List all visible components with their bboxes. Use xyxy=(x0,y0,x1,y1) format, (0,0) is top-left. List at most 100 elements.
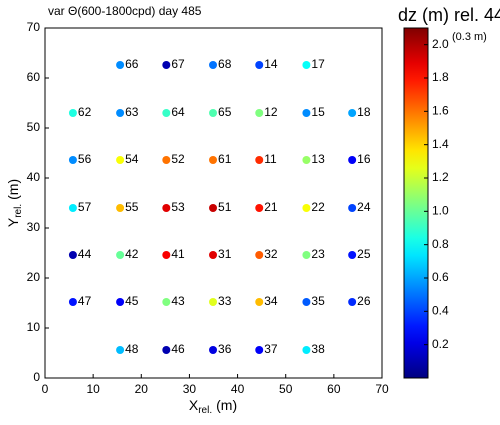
colorbar-tick-label: 2.0 xyxy=(432,37,449,51)
point-label: 56 xyxy=(78,152,92,166)
colorbar-tick-label: 1.4 xyxy=(432,137,449,151)
x-tick-label: 70 xyxy=(375,382,389,396)
point-label: 65 xyxy=(218,105,232,119)
point xyxy=(302,346,311,354)
point-label: 38 xyxy=(311,342,325,356)
point xyxy=(162,61,171,69)
point-label: 61 xyxy=(218,152,232,166)
point xyxy=(348,156,357,164)
point-label: 54 xyxy=(125,152,139,166)
point xyxy=(348,251,357,259)
point-label: 37 xyxy=(264,342,278,356)
point-label: 32 xyxy=(264,247,278,261)
y-tick-label: 60 xyxy=(27,70,41,84)
y-axis-label: Yrel.(m) xyxy=(5,179,24,227)
point xyxy=(209,346,218,354)
point-label: 33 xyxy=(218,294,232,308)
y-tick-label: 50 xyxy=(27,120,41,134)
point-label: 23 xyxy=(311,247,325,261)
point xyxy=(116,109,125,117)
point-label: 11 xyxy=(264,152,277,166)
point xyxy=(348,298,357,306)
point-label: 64 xyxy=(171,105,185,119)
point-label: 41 xyxy=(171,247,185,261)
point xyxy=(255,61,264,69)
y-tick-label: 70 xyxy=(27,20,41,34)
point xyxy=(255,204,264,212)
point-label: 13 xyxy=(311,152,325,166)
y-tick-label: 20 xyxy=(27,270,41,284)
point-label: 55 xyxy=(125,200,139,214)
point xyxy=(302,298,311,306)
point-label: 67 xyxy=(171,57,185,71)
x-tick-label: 0 xyxy=(42,382,49,396)
point xyxy=(302,204,311,212)
point-label: 46 xyxy=(171,342,185,356)
point-label: 68 xyxy=(218,57,232,71)
point xyxy=(209,204,218,212)
point-label: 44 xyxy=(78,247,92,261)
x-tick-label: 60 xyxy=(327,382,341,396)
point xyxy=(302,109,311,117)
point-label: 22 xyxy=(311,200,325,214)
point-label: 26 xyxy=(357,294,371,308)
point-label: 35 xyxy=(311,294,325,308)
point-label: 57 xyxy=(78,200,92,214)
point xyxy=(68,204,77,212)
point xyxy=(302,156,311,164)
x-tick-label: 40 xyxy=(231,382,245,396)
point-label: 52 xyxy=(171,152,185,166)
point xyxy=(116,298,125,306)
colorbar-tick-label: 0.6 xyxy=(432,270,449,284)
point xyxy=(162,346,171,354)
point xyxy=(162,204,171,212)
point xyxy=(116,346,125,354)
point-label: 34 xyxy=(264,294,278,308)
point xyxy=(116,204,125,212)
colorbar-note: (0.3 m) xyxy=(452,31,487,43)
point-label: 42 xyxy=(125,247,139,261)
y-tick-label: 0 xyxy=(33,370,40,384)
point xyxy=(209,109,218,117)
point-label: 17 xyxy=(311,57,325,71)
point xyxy=(68,298,77,306)
colorbar-tick-label: 0.8 xyxy=(432,237,449,251)
point xyxy=(116,61,125,69)
point xyxy=(116,251,125,259)
point xyxy=(68,109,77,117)
point-label: 66 xyxy=(125,57,139,71)
y-tick-label: 40 xyxy=(27,170,41,184)
point xyxy=(68,251,77,259)
point xyxy=(68,156,77,164)
colorbar-tick-label: 1.0 xyxy=(432,204,449,218)
colorbar-label: dz (m) rel. 44 xyxy=(398,5,500,25)
point-label: 18 xyxy=(357,105,371,119)
colorbar-tick-label: 0.4 xyxy=(432,304,449,318)
point xyxy=(348,109,357,117)
point xyxy=(116,156,125,164)
x-tick-label: 20 xyxy=(135,382,149,396)
point xyxy=(209,156,218,164)
point xyxy=(162,156,171,164)
point xyxy=(162,298,171,306)
point xyxy=(255,298,264,306)
colorbar-tick-label: 1.2 xyxy=(432,170,449,184)
colorbar-tick-label: 1.6 xyxy=(432,104,449,118)
point-label: 16 xyxy=(357,152,371,166)
point xyxy=(209,251,218,259)
point-label: 14 xyxy=(264,57,278,71)
point xyxy=(302,251,311,259)
point-label: 45 xyxy=(125,294,139,308)
point-label: 36 xyxy=(218,342,232,356)
point xyxy=(209,61,218,69)
x-tick-label: 50 xyxy=(279,382,293,396)
point xyxy=(255,251,264,259)
x-tick-label: 30 xyxy=(183,382,197,396)
point-label: 48 xyxy=(125,342,139,356)
point xyxy=(255,109,264,117)
plot-frame xyxy=(44,27,383,379)
y-tick-label: 10 xyxy=(27,320,41,334)
point xyxy=(302,61,311,69)
point xyxy=(255,346,264,354)
